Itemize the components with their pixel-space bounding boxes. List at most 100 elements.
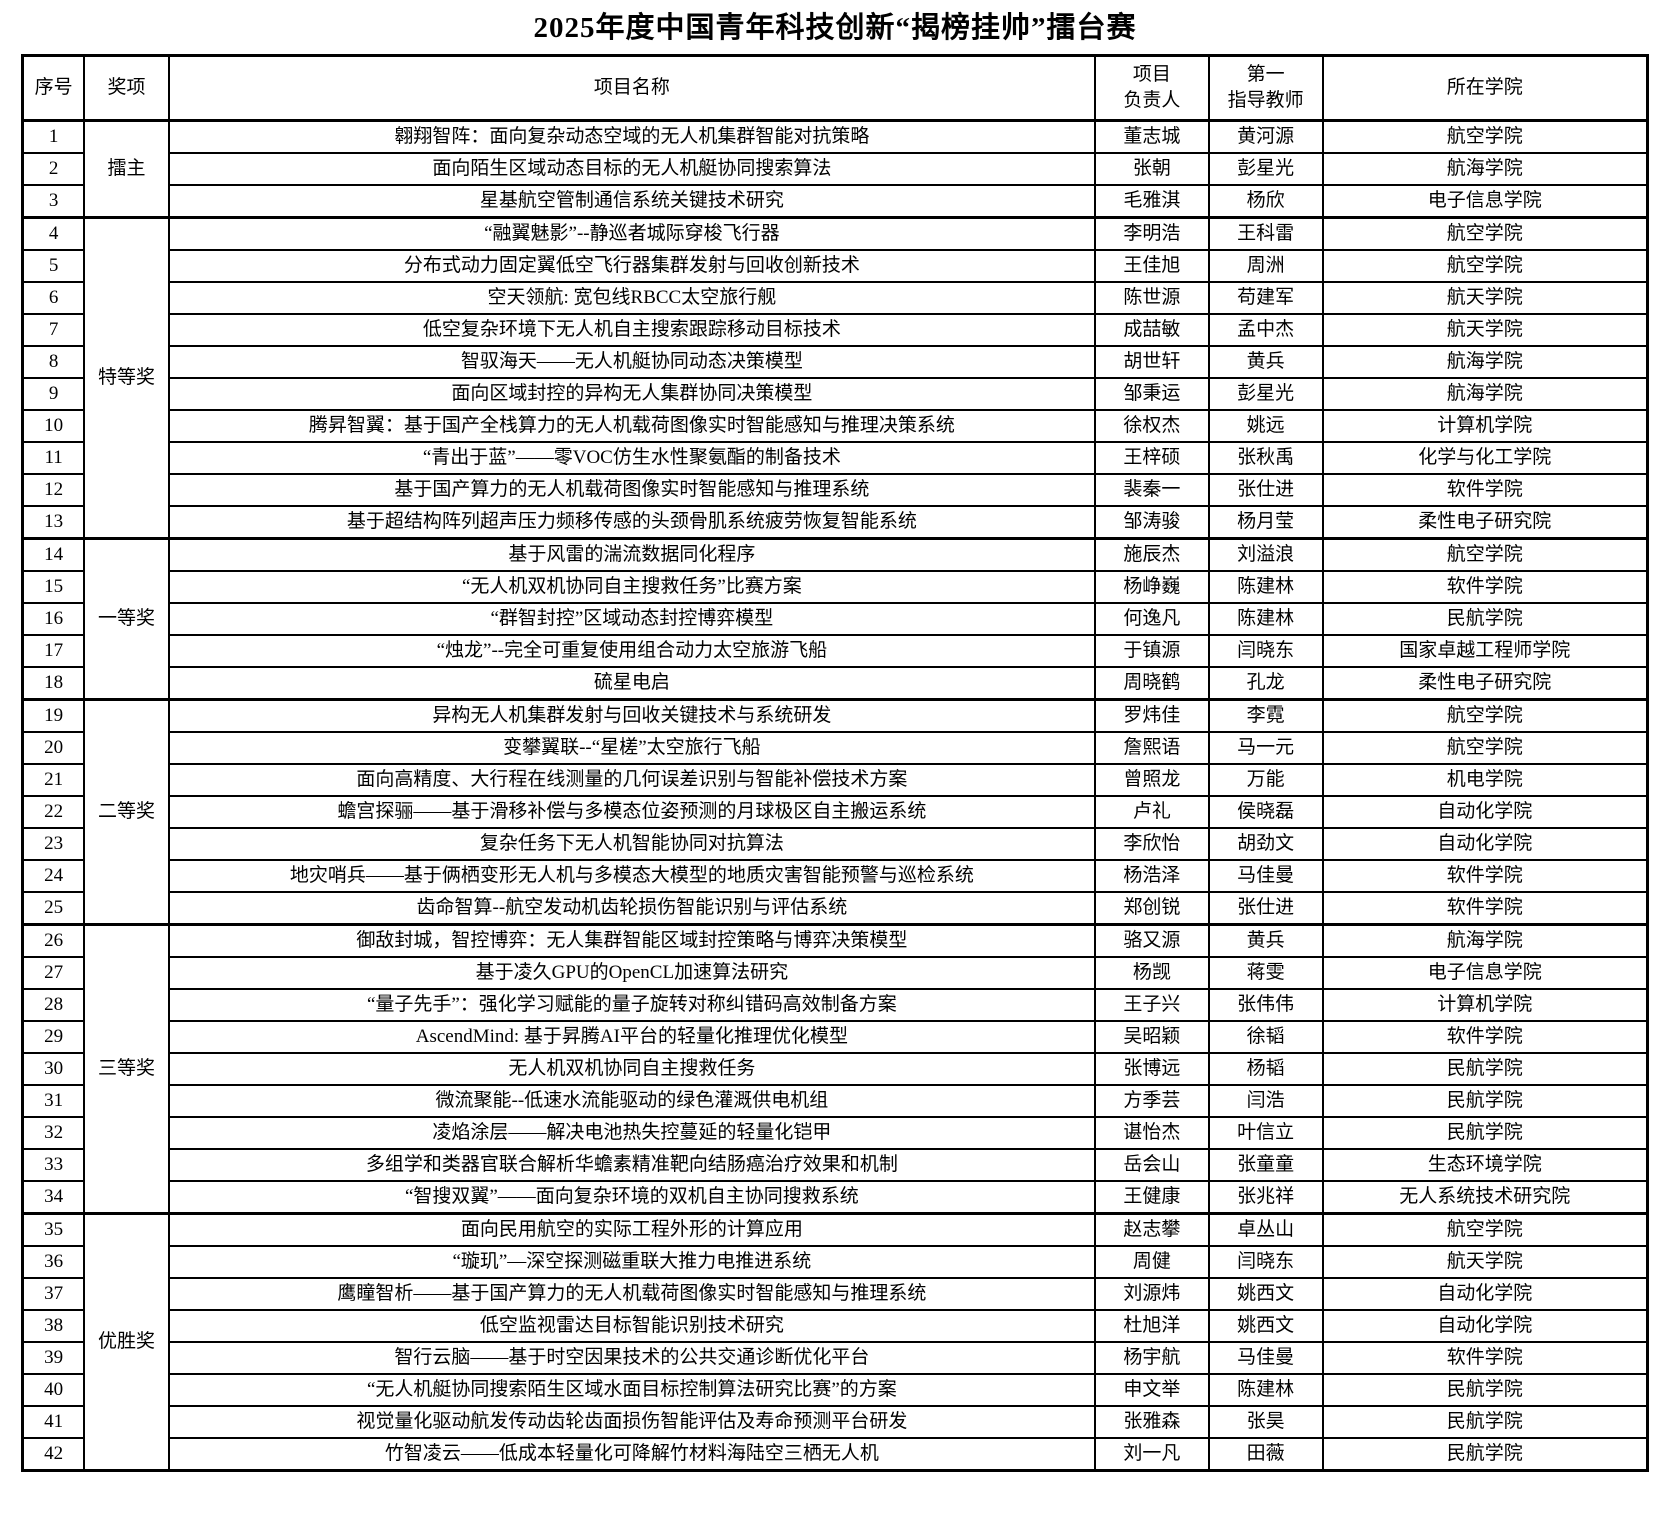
- header-row: 序号 奖项 项目名称 项目 负责人 第一 指导教师 所在学院: [21, 54, 1649, 122]
- project-name-cell: 面向区域封控的异构无人集群协同决策模型: [167, 377, 1097, 411]
- project-leader-cell: 郑创锐: [1094, 891, 1210, 926]
- project-name-cell: 低空监视雷达目标智能识别技术研究: [167, 1309, 1097, 1343]
- row-index-cell: 19: [21, 698, 86, 733]
- project-leader-cell: 邹涛骏: [1094, 505, 1210, 540]
- row-index-cell: 2: [21, 152, 86, 186]
- header-project-name: 项目名称: [167, 54, 1097, 122]
- row-index-cell: 27: [21, 956, 86, 990]
- project-name-cell: 视觉量化驱动航发传动齿轮齿面损伤智能评估及寿命预测平台研发: [167, 1405, 1097, 1439]
- row-index-cell: 13: [21, 505, 86, 540]
- project-name-cell: 凌焰涂层——解决电池热失控蔓延的轻量化铠甲: [167, 1116, 1097, 1150]
- row-index-cell: 7: [21, 313, 86, 347]
- row-index-cell: 6: [21, 281, 86, 315]
- table-row: 4 特等奖 “融翼魅影”--静巡者城际穿梭飞行器 李明浩 王科雷 航空学院: [21, 216, 1649, 540]
- college-cell: 民航学院: [1321, 1084, 1649, 1118]
- first-advisor-cell: 万能: [1207, 763, 1324, 797]
- first-advisor-cell: 闫晓东: [1207, 1245, 1324, 1279]
- row-index-cell: 35: [21, 1212, 86, 1247]
- row-index-cell: 14: [21, 537, 86, 572]
- first-advisor-cell: 田薇: [1207, 1437, 1324, 1472]
- project-name-cell: 变攀翼联--“星槎”太空旅行飞船: [167, 731, 1097, 765]
- table-row: 42 竹智凌云——低成本轻量化可降解竹材料海陆空三栖无人机 刘一凡 田薇 民航学院: [21, 1437, 1649, 1472]
- project-name-cell: 智驭海天——无人机艇协同动态决策模型: [167, 345, 1097, 379]
- row-index-cell: 29: [21, 1020, 86, 1054]
- college-cell: 航空学院: [1321, 249, 1649, 283]
- row-index-cell: 18: [21, 666, 86, 701]
- college-cell: 计算机学院: [1321, 988, 1649, 1022]
- project-name-cell: 无人机双机协同自主搜救任务: [167, 1052, 1097, 1086]
- project-leader-cell: 陈世源: [1094, 281, 1210, 315]
- project-name-cell: “量子先手”：强化学习赋能的量子旋转对称纠错码高效制备方案: [167, 988, 1097, 1022]
- first-advisor-cell: 刘溢浪: [1207, 537, 1324, 572]
- table-row: 17 “烛龙”--完全可重复使用组合动力太空旅游飞船 于镇源 闫晓东 国家卓越工程师学院: [21, 634, 1649, 668]
- row-index-cell: 37: [21, 1277, 86, 1311]
- table-row: 9 面向区域封控的异构无人集群协同决策模型 邹秉运 彭星光 航海学院: [21, 377, 1649, 411]
- project-leader-cell: 邹秉运: [1094, 377, 1210, 411]
- table-row: 30 无人机双机协同自主搜救任务 张博远 杨韬 民航学院: [21, 1052, 1649, 1086]
- college-cell: 自动化学院: [1321, 795, 1649, 829]
- row-index-cell: 34: [21, 1180, 86, 1215]
- college-cell: 航空学院: [1321, 731, 1649, 765]
- first-advisor-cell: 张秋禹: [1207, 441, 1324, 475]
- row-index-cell: 17: [21, 634, 86, 668]
- table-row: 29 AscendMind: 基于昇腾AI平台的轻量化推理优化模型 吴昭颖 徐韬 软件学…: [21, 1020, 1649, 1054]
- college-cell: 航天学院: [1321, 1245, 1649, 1279]
- table-row: 37 鹰瞳智析——基于国产算力的无人机载荷图像实时智能感知与推理系统 刘源炜 姚西文自…: [21, 1277, 1649, 1311]
- college-cell: 软件学院: [1321, 859, 1649, 893]
- project-name-cell: 基于国产算力的无人机载荷图像实时智能感知与推理系统: [167, 473, 1097, 507]
- project-name-cell: 基于凌久GPU的OpenCL加速算法研究: [167, 956, 1097, 990]
- project-leader-cell: 谌怡杰: [1094, 1116, 1210, 1150]
- project-leader-cell: 杜旭洋: [1094, 1309, 1210, 1343]
- project-name-cell: “烛龙”--完全可重复使用组合动力太空旅游飞船: [167, 634, 1097, 668]
- college-cell: 国家卓越工程师学院: [1321, 634, 1649, 668]
- project-leader-cell: 王子兴: [1094, 988, 1210, 1022]
- row-index-cell: 25: [21, 891, 86, 926]
- table-row: 18 硫星电启 周晓鹤 孔龙 柔性电子研究院: [21, 666, 1649, 701]
- first-advisor-cell: 姚西文: [1207, 1309, 1324, 1343]
- first-advisor-cell: 胡劲文: [1207, 827, 1324, 861]
- project-leader-cell: 张朝: [1094, 152, 1210, 186]
- project-leader-cell: 裴秦一: [1094, 473, 1210, 507]
- project-leader-cell: 杨浩泽: [1094, 859, 1210, 893]
- row-index-cell: 30: [21, 1052, 86, 1086]
- college-cell: 电子信息学院: [1321, 184, 1649, 219]
- project-name-cell: 星基航空管制通信系统关键技术研究: [167, 184, 1097, 219]
- college-cell: 航海学院: [1321, 377, 1649, 411]
- college-cell: 航天学院: [1321, 313, 1649, 347]
- table-row: 40 “无人机艇协同搜索陌生区域水面目标控制算法研究比赛”的方案 申文举 陈建林 民航学…: [21, 1373, 1649, 1407]
- project-leader-cell: 杨峥巍: [1094, 570, 1210, 604]
- college-cell: 航海学院: [1321, 345, 1649, 379]
- table-row: 8 智驭海天——无人机艇协同动态决策模型 胡世轩 黄兵 航海学院: [21, 345, 1649, 379]
- table-row: 26 三等奖 御敌封城，智控博弈：无人集群智能区域封控策略与博弈决策模型 骆又源 黄兵航…: [21, 923, 1649, 1215]
- table-row: 39 智行云脑——基于时空因果技术的公共交通诊断优化平台 杨宇航 马佳曼 软件学院: [21, 1341, 1649, 1375]
- college-cell: 航天学院: [1321, 281, 1649, 315]
- college-cell: 软件学院: [1321, 570, 1649, 604]
- first-advisor-cell: 孔龙: [1207, 666, 1324, 701]
- first-advisor-cell: 黄兵: [1207, 345, 1324, 379]
- college-cell: 民航学院: [1321, 1437, 1649, 1472]
- first-advisor-cell: 蒋雯: [1207, 956, 1324, 990]
- row-index-cell: 31: [21, 1084, 86, 1118]
- college-cell: 自动化学院: [1321, 1277, 1649, 1311]
- college-cell: 软件学院: [1321, 1020, 1649, 1054]
- header-first-advisor: 第一 指导教师: [1207, 54, 1324, 122]
- college-cell: 民航学院: [1321, 1373, 1649, 1407]
- page-title: 2025年度中国青年科技创新“揭榜挂帅”擂台赛: [533, 12, 1137, 44]
- project-leader-cell: 何逸凡: [1094, 602, 1210, 636]
- table-row: 23 复杂任务下无人机智能协同对抗算法 李欣怡 胡劲文 自动化学院: [21, 827, 1649, 861]
- college-cell: 自动化学院: [1321, 827, 1649, 861]
- award-results-table: 序号 奖项 项目名称 项目 负责人 第一 指导教师 所在学院 1 擂主 翱翔智阵：面…: [21, 54, 1649, 1472]
- project-name-cell: 基于风雷的湍流数据同化程序: [167, 537, 1097, 572]
- table-row: 7 低空复杂环境下无人机自主搜索跟踪移动目标技术 成喆敏 孟中杰 航天学院: [21, 313, 1649, 347]
- table-row: 1 擂主 翱翔智阵：面向复杂动态空域的无人机集群智能对抗策略 董志城 黄河源 航空学院: [21, 119, 1649, 219]
- table-row: 27 基于凌久GPU的OpenCL加速算法研究 杨觊 蒋雯 电子信息学院: [21, 956, 1649, 990]
- project-name-cell: “青出于蓝”——零VOC仿生水性聚氨酯的制备技术: [167, 441, 1097, 475]
- college-cell: 柔性电子研究院: [1321, 505, 1649, 540]
- project-name-cell: 竹智凌云——低成本轻量化可降解竹材料海陆空三栖无人机: [167, 1437, 1097, 1472]
- table-row: 32 凌焰涂层——解决电池热失控蔓延的轻量化铠甲 谌怡杰 叶信立 民航学院: [21, 1116, 1649, 1150]
- project-name-cell: 腾昇智翼：基于国产全栈算力的无人机载荷图像实时智能感知与推理决策系统: [167, 409, 1097, 443]
- first-advisor-cell: 彭星光: [1207, 152, 1324, 186]
- row-index-cell: 41: [21, 1405, 86, 1439]
- row-index-cell: 32: [21, 1116, 86, 1150]
- row-index-cell: 28: [21, 988, 86, 1022]
